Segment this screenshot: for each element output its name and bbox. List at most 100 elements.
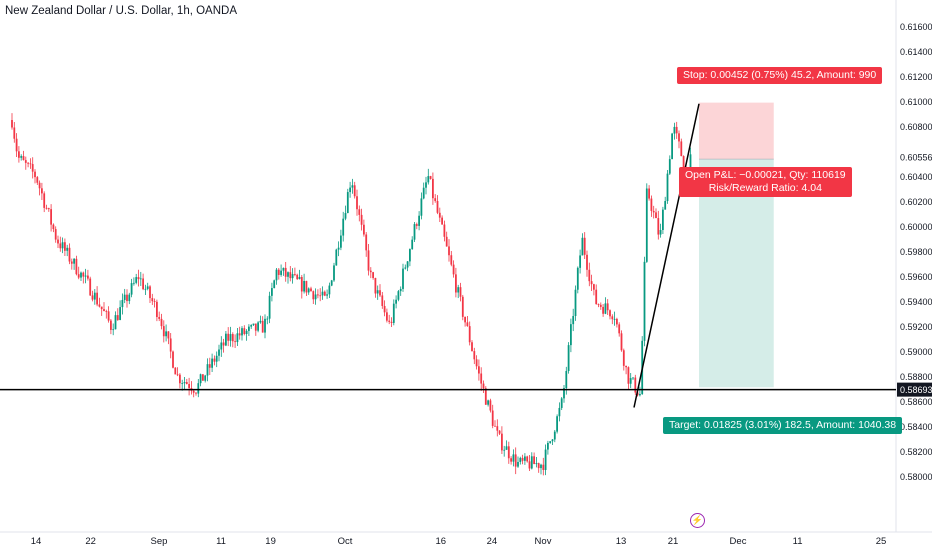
time-tick-label: Nov (535, 536, 552, 547)
price-axis[interactable]: 0.61600 0.61400 0.61200 0.61000 0.60800 0.605… (897, 22, 932, 482)
candle (434, 194, 437, 203)
candle (13, 122, 16, 143)
candle (114, 311, 117, 330)
candle (250, 324, 253, 329)
candle (305, 280, 308, 296)
candle (480, 367, 483, 391)
candle (533, 452, 535, 465)
candle (372, 271, 374, 280)
candle (632, 377, 634, 380)
candle (468, 321, 471, 346)
candle (176, 367, 179, 377)
candle (162, 320, 165, 343)
time-tick-label: 22 (85, 536, 96, 547)
candle (494, 420, 496, 427)
candle (153, 298, 156, 308)
price-tick-label: 0.58600 (900, 397, 932, 407)
time-tick-label: Dec (730, 536, 747, 547)
candle (429, 175, 432, 180)
candle (144, 284, 147, 295)
candle (135, 273, 138, 285)
candle (57, 235, 59, 249)
candle (517, 456, 519, 468)
pnl-line-2: Risk/Reward Ratio: 4.04 (708, 182, 822, 194)
price-tick-label: 0.60200 (900, 197, 932, 207)
candle (289, 266, 292, 282)
price-tick-label: 0.58800 (900, 372, 932, 382)
candle (300, 275, 303, 299)
candle (503, 445, 506, 457)
candle (395, 295, 397, 309)
candle (303, 273, 305, 294)
candle (133, 277, 135, 286)
candle (202, 374, 204, 381)
candle (103, 302, 105, 312)
candle (418, 211, 420, 231)
candle (510, 456, 512, 465)
candle (657, 210, 660, 240)
candle (174, 367, 177, 375)
candle (112, 323, 115, 336)
time-tick-label: 11 (216, 536, 226, 547)
candle (606, 299, 609, 316)
candle (268, 291, 271, 324)
chart-title: New Zealand Dollar / U.S. Dollar, 1h, OA… (5, 5, 238, 17)
candle (609, 309, 611, 320)
candle (123, 288, 126, 304)
candle (549, 441, 552, 444)
candle (116, 308, 119, 321)
candle (41, 182, 43, 200)
time-tick-label: Oct (338, 536, 353, 547)
candle (199, 373, 202, 387)
candle (227, 327, 230, 347)
position-zones[interactable] (699, 102, 774, 388)
candle (662, 206, 664, 235)
candle (613, 311, 616, 326)
candle (383, 300, 386, 317)
candle (675, 121, 678, 139)
candle (234, 334, 236, 349)
candle (266, 316, 269, 325)
candle (261, 316, 264, 333)
target-zone[interactable] (699, 159, 774, 388)
candle (96, 286, 98, 307)
candle (89, 276, 92, 296)
candle (478, 359, 480, 381)
candle (443, 220, 446, 242)
candle (59, 236, 62, 252)
price-tick-label: 0.58000 (900, 472, 932, 482)
candle (77, 266, 80, 280)
candle (369, 267, 372, 279)
candle (402, 263, 404, 292)
candle (98, 297, 101, 308)
candle (119, 300, 121, 321)
candle (128, 292, 131, 305)
candle (38, 180, 41, 196)
price-tick-label: 0.58200 (900, 447, 932, 457)
candle (151, 293, 154, 305)
candle (604, 297, 607, 315)
candle (284, 261, 287, 282)
price-tick-label: 0.59400 (900, 297, 932, 307)
candle (544, 444, 547, 476)
candle (22, 150, 25, 161)
candle (50, 204, 52, 232)
time-axis[interactable]: 14 22 Sep 11 19 Oct 16 24 Nov 13 21 Dec 11 25 (31, 536, 887, 547)
candle (639, 386, 641, 397)
candle (547, 440, 549, 455)
candle (597, 303, 600, 308)
candle (356, 189, 358, 216)
candle (167, 331, 170, 345)
flash-icon[interactable]: ⚡ (690, 513, 705, 528)
candle (139, 271, 142, 286)
stop-zone[interactable] (699, 102, 774, 160)
price-tick-label: 0.61600 (900, 22, 932, 32)
time-tick-label: Sep (151, 536, 168, 547)
candle (427, 168, 430, 185)
candle (344, 205, 347, 221)
drawings[interactable] (0, 103, 896, 408)
trendline[interactable] (633, 103, 700, 408)
price-tick-label: 0.60800 (900, 122, 932, 132)
candle (399, 286, 402, 296)
